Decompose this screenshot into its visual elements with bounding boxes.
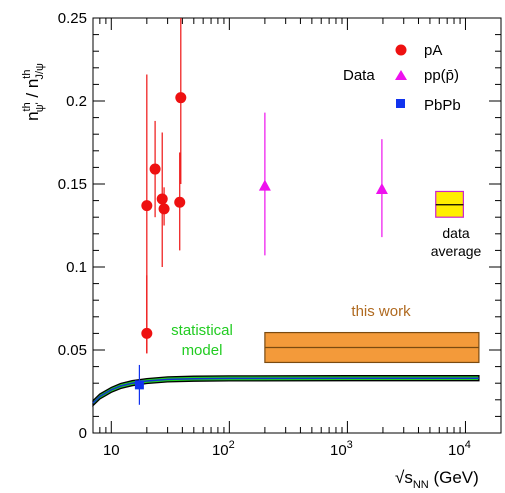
y-axis: 0 0.05 0.1 0.15 0.2 0.25	[58, 10, 501, 442]
x-tick-exponent: 3	[347, 439, 353, 451]
legend-pa-marker	[395, 44, 407, 56]
legend-pp-marker	[395, 70, 407, 80]
y-tick-label: 0.25	[58, 10, 87, 27]
pa-point	[156, 193, 168, 205]
x-tick-label: 103	[330, 439, 353, 459]
plot-frame	[92, 17, 502, 434]
pp-point	[375, 182, 388, 194]
pp-point	[258, 179, 271, 191]
x-axis: 10 102 103 104	[92, 18, 502, 459]
this-work-band	[264, 331, 480, 364]
legend-pbpb-marker	[396, 99, 405, 108]
pa-point	[149, 163, 161, 175]
this-work-label: this work	[351, 303, 411, 320]
data-markers	[134, 92, 388, 390]
data-average-label-1: data	[442, 225, 469, 241]
y-tick-label: 0	[79, 425, 87, 442]
pa-point	[158, 203, 170, 215]
pbpb-point	[134, 380, 144, 390]
y-axis-title: nthψ' / nthJ/ψ	[21, 63, 46, 121]
legend: Data pA pp(p̄) PbPb	[343, 42, 461, 114]
y-tick-label: 0.05	[58, 342, 87, 359]
data-average-box	[435, 190, 464, 218]
legend-pp-label: pp(p̄)	[424, 67, 459, 84]
y-tick-label: 0.1	[66, 259, 87, 276]
x-tick-exponent: 4	[465, 439, 471, 451]
x-tick-label: 104	[448, 439, 471, 459]
x-tick-label: 102	[212, 439, 235, 459]
legend-title: Data	[343, 67, 375, 84]
statistical-model-band	[92, 375, 480, 408]
legend-pbpb-label: PbPb	[424, 97, 461, 114]
y-tick-label: 0.15	[58, 176, 87, 193]
pa-point	[141, 327, 153, 339]
pa-point	[141, 200, 153, 212]
x-tick-exponent: 2	[229, 439, 235, 451]
y-tick-label: 0.2	[66, 93, 87, 110]
statistical-model-label-2: model	[182, 342, 223, 359]
statistical-model-central	[92, 377, 479, 404]
x-axis-title: √sNN (GeV)	[395, 468, 479, 491]
statistical-model-label-1: statistical	[171, 322, 233, 339]
pa-point	[175, 92, 187, 104]
data-average-label-2: average	[431, 243, 482, 259]
legend-pa-label: pA	[424, 42, 442, 59]
pa-point	[174, 196, 186, 208]
x-tick-label: 10	[103, 442, 120, 459]
